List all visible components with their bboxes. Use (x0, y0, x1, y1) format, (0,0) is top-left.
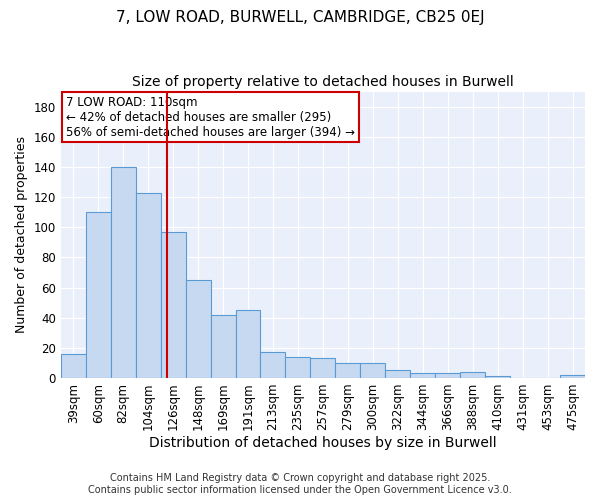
Y-axis label: Number of detached properties: Number of detached properties (15, 136, 28, 334)
Bar (361, 363, 385, 378)
Text: 7 LOW ROAD: 110sqm
← 42% of detached houses are smaller (295)
56% of semi-detach: 7 LOW ROAD: 110sqm ← 42% of detached hou… (66, 96, 355, 139)
Bar (211, 314, 236, 378)
Bar (86, 212, 111, 378)
Bar (335, 363, 361, 378)
Bar (236, 310, 260, 378)
Text: Contains HM Land Registry data © Crown copyright and database right 2025.
Contai: Contains HM Land Registry data © Crown c… (88, 474, 512, 495)
Bar (435, 374, 460, 378)
Bar (385, 370, 410, 378)
Bar (61, 354, 86, 378)
Bar (185, 280, 211, 378)
Bar (310, 358, 335, 378)
Bar (460, 372, 485, 378)
Bar (410, 374, 435, 378)
Bar (161, 232, 185, 378)
X-axis label: Distribution of detached houses by size in Burwell: Distribution of detached houses by size … (149, 436, 497, 450)
Bar (111, 167, 136, 378)
Text: 7, LOW ROAD, BURWELL, CAMBRIDGE, CB25 0EJ: 7, LOW ROAD, BURWELL, CAMBRIDGE, CB25 0E… (116, 10, 484, 25)
Bar (286, 357, 310, 378)
Bar (136, 192, 161, 378)
Bar (560, 375, 585, 378)
Bar (260, 352, 286, 378)
Bar (485, 376, 510, 378)
Title: Size of property relative to detached houses in Burwell: Size of property relative to detached ho… (132, 75, 514, 89)
